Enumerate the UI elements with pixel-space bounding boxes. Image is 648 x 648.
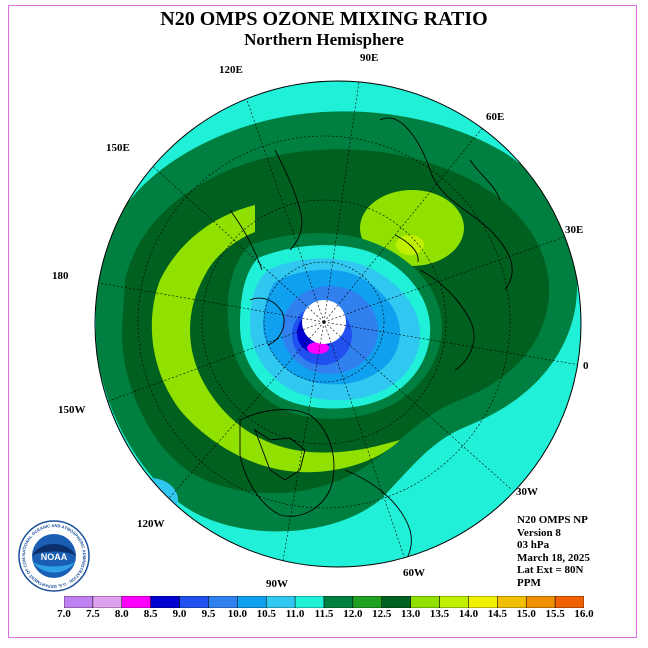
colorbar	[64, 596, 584, 608]
colorbar-segment	[439, 596, 469, 608]
colorbar-tick-label: 13.5	[429, 608, 450, 620]
colorbar-segment	[237, 596, 267, 608]
graticule	[95, 81, 581, 567]
lon-label-120e: 120E	[219, 64, 243, 76]
lon-label-60w: 60W	[403, 567, 425, 579]
colorbar-tick-label: 14.0	[458, 608, 479, 620]
noaa-logo: NATIONAL OCEANIC AND ATMOSPHERIC ADMINIS…	[18, 520, 90, 592]
colorbar-tick-label: 7.5	[86, 608, 100, 620]
colorbar-tick-label: 10.0	[227, 608, 247, 620]
contour-10-5-patch-sw	[122, 478, 178, 522]
coastlines	[229, 117, 513, 567]
lon-label-90e: 90E	[360, 52, 378, 64]
colorbar-tick-label: 12.5	[372, 608, 392, 620]
ozone-contour-field	[95, 81, 581, 567]
lon-label-150w: 150W	[58, 404, 86, 416]
contour-10-5-patch-w	[95, 201, 106, 229]
colorbar-tick-label: 11.5	[314, 608, 334, 620]
colorbar-tick-label: 8.5	[143, 608, 158, 620]
contour-12-5-blob	[360, 190, 464, 266]
info-version: Version 8	[517, 526, 561, 539]
colorbar-tick-label: 16.0	[574, 608, 594, 620]
colorbar-tick-label: 13.0	[401, 608, 421, 620]
colorbar-segment	[64, 596, 94, 608]
colorbar-segment	[352, 596, 383, 608]
map-subtitle: Northern Hemisphere	[244, 30, 404, 49]
colorbar-tick-label: 11.0	[285, 608, 305, 620]
lon-label-120w: 120W	[137, 518, 165, 530]
lon-label-0: 0	[583, 360, 589, 372]
info-unit: PPM	[517, 576, 541, 589]
map-title: N20 OMPS OZONE MIXING RATIO	[160, 8, 488, 30]
colorbar-tick-label: 9.5	[201, 608, 216, 620]
figure-frame	[8, 5, 637, 638]
colorbar-tick-label: 9.0	[172, 608, 187, 620]
colorbar-tick-label: 15.5	[545, 608, 565, 620]
colorbar-segment	[497, 596, 527, 608]
colorbar-segment	[410, 596, 440, 608]
lon-label-180: 180	[52, 270, 69, 282]
lon-label-30w: 30W	[516, 486, 538, 498]
lon-label-150e: 150E	[106, 142, 130, 154]
colorbar-segment	[323, 596, 354, 608]
info-product: N20 OMPS NP	[517, 514, 588, 526]
colorbar-segment	[525, 596, 556, 608]
lon-label-30e: 30E	[565, 224, 583, 236]
lon-label-90w: 90W	[266, 578, 288, 590]
colorbar-segment	[92, 596, 123, 608]
colorbar-segment	[294, 596, 325, 608]
colorbar-segment	[121, 596, 151, 608]
contour-12-5-arc	[151, 205, 400, 473]
colorbar-tick-label: 12.0	[343, 608, 363, 620]
colorbar-segment	[208, 596, 238, 608]
colorbar-tick-label: 10.5	[256, 608, 276, 620]
info-date: March 18, 2025	[517, 551, 590, 564]
colorbar-tick-label: 7.0	[57, 608, 71, 620]
lon-label-60e: 60E	[486, 111, 504, 123]
contour-8-0	[307, 342, 329, 354]
colorbar-tick-label: 15.0	[516, 608, 536, 620]
colorbar-segment	[179, 596, 209, 608]
info-pressure: 03 hPa	[517, 539, 550, 551]
map-boundary	[94, 80, 582, 568]
info-lat-extent: Lat Ext = 80N	[517, 564, 584, 576]
colorbar-tick-label: 14.5	[487, 608, 507, 620]
colorbar-segment	[150, 596, 180, 608]
colorbar-segment	[265, 596, 296, 608]
info-block: N20 OMPS NP Version 8 03 hPa March 18, 2…	[517, 514, 590, 589]
colorbar-segment	[381, 596, 411, 608]
colorbar-segment	[468, 596, 498, 608]
colorbar-segment	[554, 596, 584, 608]
noaa-logo-text: NOAA	[41, 552, 68, 562]
colorbar-tick-label: 8.0	[114, 608, 129, 620]
